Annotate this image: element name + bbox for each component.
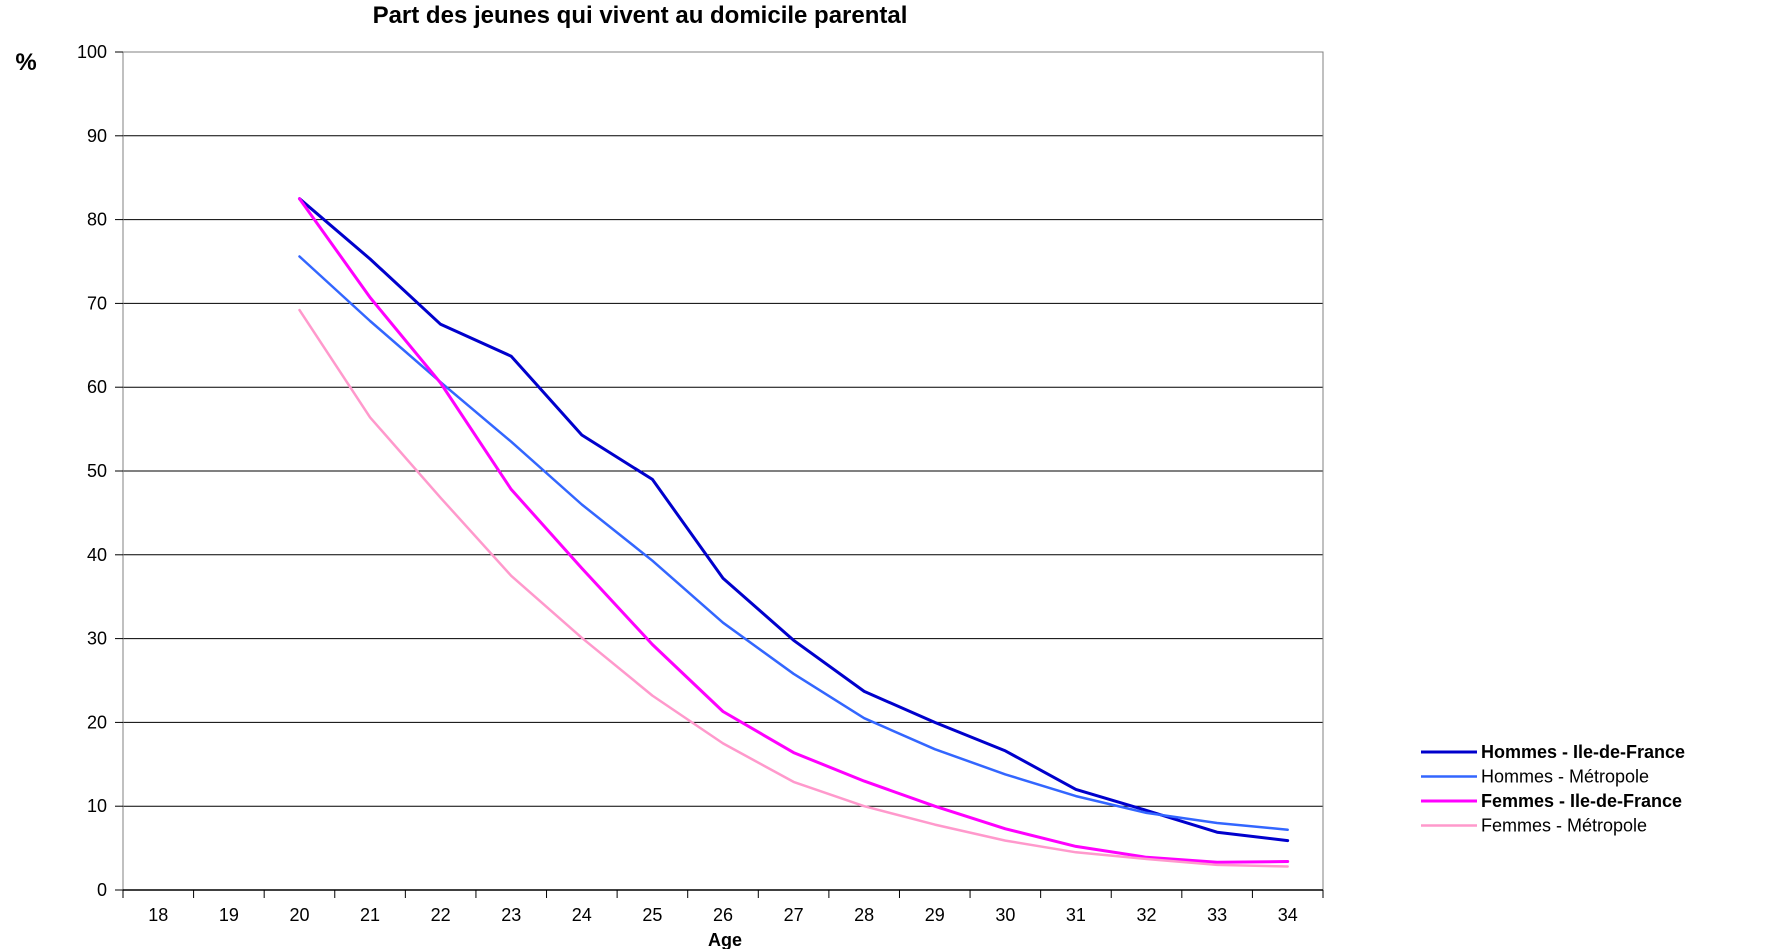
- grid-lines: [123, 51, 1323, 807]
- y-tick-label: 30: [87, 629, 107, 649]
- axes: 0 10 20 30 40 50 60 70 80 90 100 18 19 20 21 22 23 24 25 26…: [77, 42, 1324, 925]
- legend-label-3: Femmes - Métropole: [1481, 816, 1647, 836]
- y-tick-label: 60: [87, 377, 107, 397]
- x-tick-label: 33: [1207, 905, 1227, 925]
- x-tick-label: 26: [713, 905, 733, 925]
- x-tick-label: 18: [148, 905, 168, 925]
- series-lines: [298, 197, 1290, 868]
- x-tick-label: 23: [501, 905, 521, 925]
- series-line-0: [298, 197, 1290, 843]
- series-line-2: [298, 197, 1290, 864]
- y-tick-label: 50: [87, 461, 107, 481]
- x-tick-label: 28: [854, 905, 874, 925]
- y-tick-label: 90: [87, 126, 107, 146]
- y-tick-label: 10: [87, 796, 107, 816]
- y-tick-label: 70: [87, 293, 107, 313]
- x-tick-label: 34: [1278, 905, 1298, 925]
- x-tick-label: 24: [572, 905, 592, 925]
- chart-title: Part des jeunes qui vivent au domicile p…: [373, 2, 908, 29]
- y-tick-label: 80: [87, 210, 107, 230]
- x-tick-label: 21: [360, 905, 380, 925]
- y-tick-label: 0: [97, 880, 107, 900]
- series-line-3: [298, 308, 1289, 868]
- x-tick-label: 25: [642, 905, 662, 925]
- x-tick-label: 31: [1066, 905, 1086, 925]
- x-tick-label: 27: [784, 905, 804, 925]
- series-line-1: [298, 255, 1289, 831]
- x-tick-label: 29: [925, 905, 945, 925]
- y-axis-label: %: [15, 49, 36, 76]
- x-tick-label: 30: [995, 905, 1015, 925]
- y-tick-label: 100: [77, 42, 107, 62]
- x-tick-label: 19: [219, 905, 239, 925]
- legend-label-1: Hommes - Métropole: [1481, 767, 1649, 787]
- x-tick-label: 22: [431, 905, 451, 925]
- legend: Hommes - Ile-de-France Hommes - Métropole…: [1421, 742, 1685, 836]
- x-axis-label: Age: [708, 930, 742, 949]
- x-tick-label: 32: [1137, 905, 1157, 925]
- legend-label-2: Femmes - Ile-de-France: [1481, 791, 1682, 811]
- legend-label-0: Hommes - Ile-de-France: [1481, 742, 1685, 762]
- y-tick-label: 20: [87, 712, 107, 732]
- y-tick-label: 40: [87, 545, 107, 565]
- x-tick-label: 20: [289, 905, 309, 925]
